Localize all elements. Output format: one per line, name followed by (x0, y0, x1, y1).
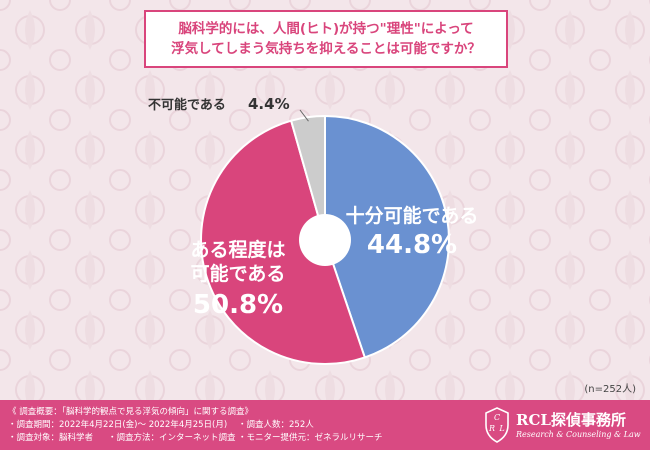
survey-provider: ・モニター提供元：ゼネラルリサーチ (238, 433, 383, 443)
survey-period: ・調査期間：2022年4月22日(金)～ 2022年4月25日(月) (8, 420, 228, 430)
brand-logo: C R L RCL探偵事務所 Research & Counseling & L… (480, 406, 645, 446)
leader-line-2 (299, 109, 309, 122)
slice-label-1b: 可能である (191, 262, 286, 285)
slice-value-0: 44.8% (367, 230, 457, 260)
crest-letter-l: L (498, 424, 504, 433)
brand-tagline: Research & Counseling & Law (516, 430, 641, 439)
donut-hole (299, 214, 351, 266)
question-line-1: 脳科学的には、人間(ヒト)が持つ"理性"によって (178, 21, 474, 37)
survey-count: ・調査人数：252人 (238, 420, 314, 430)
survey-method: ・調査方法：インターネット調査 (108, 433, 236, 443)
slice-label-1a: ある程度は (190, 238, 285, 261)
sample-size: (n=252人) (584, 384, 636, 395)
slice-value-2: 4.4% (248, 95, 290, 113)
brand-name: RCL探偵事務所 (516, 411, 626, 429)
slice-value-1: 50.8% (193, 290, 283, 320)
question-line-2: 浮気してしまう気持ちを抑えることは可能ですか？ (171, 41, 481, 57)
pie-slice-0 (324, 114, 450, 359)
pie-slice-1 (200, 119, 367, 365)
question-box: 脳科学的には、人間(ヒト)が持つ"理性"によって 浮気してしまう気持ちを抑えるこ… (144, 10, 508, 68)
shield-icon: C R L (485, 407, 509, 443)
survey-summary: 《 調査概要：「脳科学的観点で見る浮気の傾向」に関する調査》 (8, 407, 253, 417)
slice-label-2: 不可能である (148, 97, 226, 113)
slice-label-0: 十分可能である (346, 204, 479, 227)
footer: 《 調査概要：「脳科学的観点で見る浮気の傾向」に関する調査》 ・調査期間：202… (0, 400, 650, 450)
pie-slice-2 (289, 114, 326, 241)
crest-letter-r: R (488, 424, 495, 433)
survey-target: ・調査対象：脳科学者 (8, 433, 94, 443)
crest-letter-c: C (494, 413, 500, 422)
